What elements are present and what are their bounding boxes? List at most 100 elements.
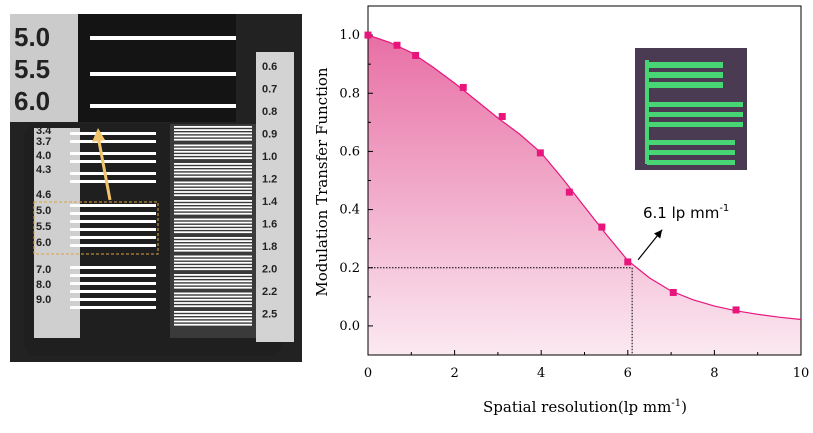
left-scale-label: 6.0 [36, 237, 51, 249]
y-tick-label: 0.6 [339, 144, 360, 159]
left-bar [70, 152, 156, 155]
zoom-inset-label: 5.0 [14, 22, 50, 52]
left-scale-label: 4.3 [36, 164, 51, 176]
area-under-curve [368, 35, 801, 355]
left-bar [70, 244, 156, 247]
inset-bar [645, 82, 723, 88]
fluorescence-inset-bars [645, 60, 743, 165]
y-axis: 0.0 0.2 0.4 0.6 0.8 1.0 [339, 28, 373, 334]
right-bar [174, 154, 252, 156]
left-bar [70, 274, 156, 277]
y-axis-title: Modulation Transfer Function [313, 67, 331, 297]
right-bar [174, 240, 252, 242]
right-bar [174, 181, 252, 184]
data-point [459, 83, 467, 91]
right-bar [174, 147, 252, 150]
right-bar [174, 157, 252, 160]
zoom-inset-bar [90, 36, 236, 40]
left-bar [70, 212, 156, 215]
left-bar [70, 228, 156, 231]
right-bar [174, 274, 252, 276]
left-bar [70, 220, 156, 223]
right-bar [174, 302, 252, 304]
right-bar [174, 265, 252, 267]
right-bar [174, 258, 252, 261]
left-bar [70, 282, 156, 285]
data-point [498, 113, 506, 121]
y-tick-label: 0.4 [339, 203, 360, 218]
y-tick-label: 0.8 [339, 86, 360, 101]
zoom-inset-bars [90, 36, 236, 108]
right-bar [174, 317, 252, 320]
right-scale-label: 2.5 [262, 309, 277, 321]
right-bar [174, 218, 252, 221]
right-bar [174, 314, 252, 316]
right-scale-label: 1.8 [262, 241, 277, 253]
right-label-strip [256, 52, 294, 342]
y-tick-label: 0.2 [339, 261, 360, 276]
left-bar [70, 266, 156, 269]
right-bar [174, 224, 252, 227]
right-bar [174, 187, 252, 190]
right-bar [174, 237, 252, 239]
left-bar [70, 236, 156, 239]
data-point [364, 31, 372, 39]
right-bar [174, 243, 252, 246]
right-bar [174, 203, 252, 205]
right-bar [174, 295, 252, 298]
right-scale-label: 2.0 [262, 264, 277, 276]
right-bar [174, 311, 252, 313]
left-bar [70, 306, 156, 309]
right-bar [174, 169, 252, 172]
left-scale-label: 3.4 [36, 125, 52, 137]
data-point [669, 288, 677, 296]
right-scale-label: 1.4 [262, 196, 278, 208]
mtf-markers [364, 31, 740, 314]
data-point [536, 149, 544, 157]
x-tick-label: 0 [364, 366, 372, 381]
right-scale-label: 1.0 [262, 151, 277, 163]
highlight-box [33, 201, 159, 255]
right-bar [174, 283, 252, 286]
left-scale-label: 3.7 [36, 136, 51, 148]
y-tick-label: 1.0 [339, 28, 360, 43]
inset-bar [645, 62, 723, 68]
right-scale-label: 2.2 [262, 286, 277, 298]
y-tick-label: 0.0 [339, 319, 360, 334]
left-scale-label: 7.0 [36, 264, 51, 276]
right-scale-label: 0.9 [262, 129, 277, 141]
right-bar [174, 305, 252, 308]
left-scale-label: 5.0 [36, 205, 51, 217]
zoom-arrow-head [92, 128, 105, 142]
right-bar [174, 150, 252, 153]
right-bar [174, 268, 252, 271]
right-bar [174, 194, 252, 197]
x-tick-label: 8 [710, 366, 718, 381]
left-scale-label: 5.5 [36, 221, 51, 233]
left-scale-label: 4.0 [36, 150, 51, 162]
right-scale-label: 0.8 [262, 106, 277, 118]
right-bar [174, 144, 252, 147]
zoom-inset-label: 6.0 [14, 86, 50, 116]
right-bar [174, 138, 252, 141]
right-bar [174, 249, 252, 252]
x-tick-label: 4 [537, 366, 545, 381]
left-bar [70, 298, 156, 301]
data-point [624, 258, 632, 266]
right-bar [174, 166, 252, 168]
right-bar [174, 129, 252, 131]
x-axis-title: Spatial resolution(lp mm-1) [483, 398, 687, 416]
right-bar [174, 280, 252, 283]
inset-bar [647, 160, 735, 165]
right-bar [174, 320, 252, 323]
right-bar [174, 221, 252, 224]
right-bar [174, 163, 252, 165]
annotation-arrow-head [654, 229, 663, 239]
right-bar [174, 175, 252, 178]
left-bar [70, 172, 156, 175]
mtf-curve [367, 34, 802, 321]
right-bar [174, 172, 252, 175]
inset-bar [647, 140, 735, 145]
right-scale-label: 0.7 [262, 84, 277, 96]
right-scale-label: 1.2 [262, 174, 277, 186]
